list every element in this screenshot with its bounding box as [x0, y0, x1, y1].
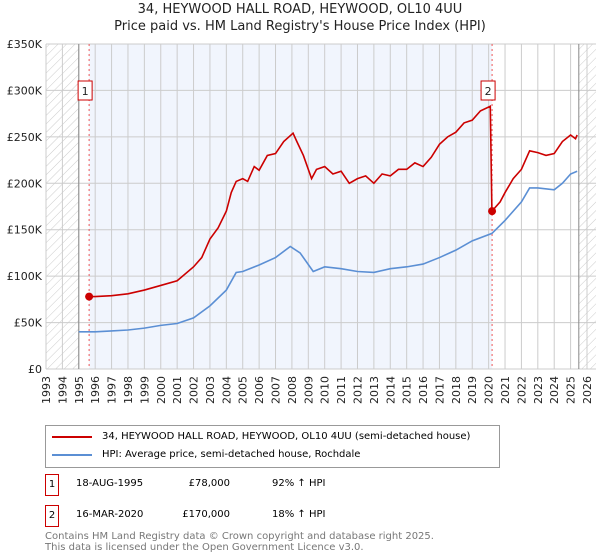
x-tick-label: 2008 — [286, 376, 299, 404]
x-tick-label: 2001 — [171, 376, 184, 404]
sale-label-box — [77, 80, 93, 101]
y-tick-label: £350K — [7, 38, 43, 51]
chart-subtitle: Price paid vs. HM Land Registry's House … — [114, 19, 486, 34]
y-tick-label: £150K — [7, 224, 43, 237]
legend-item-hpi: HPI: Average price, semi-detached house,… — [52, 449, 360, 460]
ownership-band — [89, 44, 493, 369]
y-tick-label: £250K — [7, 131, 43, 144]
x-tick-label: 2023 — [532, 376, 545, 404]
x-tick-label: 2024 — [548, 376, 561, 404]
x-tick-label: 2004 — [220, 376, 233, 404]
sale-date: 18-AUG-1995 — [76, 478, 144, 489]
sale-label: 1 — [82, 85, 89, 98]
x-tick-label: 2003 — [204, 376, 217, 404]
x-tick-label: 2010 — [319, 376, 332, 404]
x-tick-label: 2018 — [450, 376, 463, 404]
x-tick-label: 1996 — [89, 376, 102, 404]
x-tick-label: 2000 — [155, 376, 168, 404]
sale-price: £78,000 — [188, 478, 230, 489]
y-tick-label: £50K — [14, 317, 43, 330]
x-tick-label: 2021 — [499, 376, 512, 404]
plot: 1993 1994 1995 1996 1997 1998 1999 2000 2001 2002… — [7, 38, 596, 404]
x-tick-label: 2009 — [302, 376, 315, 404]
y-tick-label: £0 — [28, 363, 42, 376]
chart-title: 34, HEYWOOD HALL ROAD, HEYWOOD, OL10 4UU — [137, 2, 463, 17]
y-tick-label: £200K — [7, 177, 43, 190]
x-tick-label: 2016 — [417, 376, 430, 404]
legend: 34, HEYWOOD HALL ROAD, HEYWOOD, OL10 4UU… — [45, 425, 500, 468]
sale-row: 2 16-MAR-2020 £170,000 18% ↑ HPI — [45, 505, 465, 527]
x-tick-label: 2026 — [581, 376, 594, 404]
x-tick-label: 2002 — [188, 376, 201, 404]
x-tick-label: 1993 — [40, 376, 53, 404]
hpi-line — [78, 170, 578, 333]
y-tick-label: £100K — [7, 270, 43, 283]
x-tick-label: 2019 — [466, 376, 479, 404]
x-tick-label: 2014 — [384, 376, 397, 404]
x-tick-label: 2022 — [515, 376, 528, 404]
sale-point — [488, 207, 497, 216]
x-tick-label: 2012 — [351, 376, 364, 404]
footer-copyright: Contains HM Land Registry data © Crown c… — [45, 531, 434, 542]
legend-label: HPI: Average price, semi-detached house,… — [102, 449, 361, 460]
sale-row: 1 18-AUG-1995 £78,000 92% ↑ HPI — [45, 474, 465, 496]
sale-hpi: 18% ↑ HPI — [272, 509, 326, 520]
x-tick-label: 2015 — [401, 376, 414, 404]
x-tick-label: 2025 — [565, 376, 578, 404]
x-tick-label: 2013 — [368, 376, 381, 404]
x-tick-label: 2005 — [237, 376, 250, 404]
x-tick-label: 1995 — [73, 376, 86, 404]
x-tick-label: 1994 — [56, 376, 69, 404]
sale-hpi: 92% ↑ HPI — [272, 478, 326, 489]
sale-label: 2 — [485, 85, 492, 98]
y-tick-label: £300K — [7, 84, 43, 97]
sale-price: £170,000 — [182, 509, 230, 520]
legend-item-property: 34, HEYWOOD HALL ROAD, HEYWOOD, OL10 4UU… — [52, 431, 470, 442]
x-tick-label: 1999 — [138, 376, 151, 404]
x-tick-label: 1998 — [122, 376, 135, 404]
sale-date: 16-MAR-2020 — [76, 509, 144, 520]
x-tick-label: 2006 — [253, 376, 266, 404]
x-tick-label: 2011 — [335, 376, 348, 404]
sale-number: 2 — [45, 505, 59, 527]
x-tick-label: 2020 — [483, 376, 496, 404]
footer-license: This data is licensed under the Open Gov… — [45, 542, 364, 553]
sale-number: 1 — [45, 474, 59, 496]
x-tick-label: 1997 — [106, 376, 119, 404]
x-tick-label: 2007 — [270, 376, 283, 404]
legend-label: 34, HEYWOOD HALL ROAD, HEYWOOD, OL10 4UU… — [102, 431, 471, 442]
sale-point — [85, 292, 94, 301]
property-price-line — [89, 104, 578, 298]
sale-label-box — [480, 80, 496, 101]
x-tick-label: 2017 — [433, 376, 446, 404]
